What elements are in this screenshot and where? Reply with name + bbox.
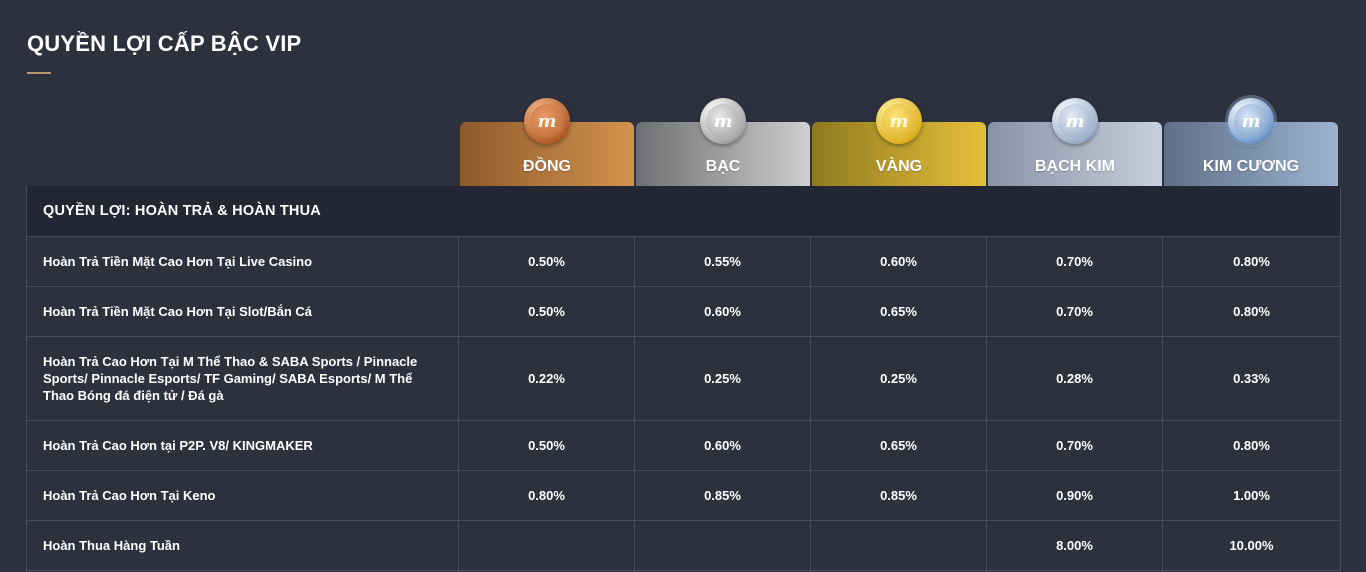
value-platinum: 0.70% [987,287,1163,336]
table-row: Hoàn Thua Hàng Tuần 8.00% 10.00% [27,521,1340,571]
silver-medal-icon: m [700,98,746,144]
tier-label-gold: VÀNG [875,158,923,175]
value-platinum: 0.28% [987,337,1163,420]
value-silver: 0.60% [635,287,811,336]
vip-tier-header: ĐỒNG m BẠC m VÀNG m BẠCH KIM m KIM CƯƠNG… [0,98,1366,186]
diamond-medal-icon: m [1228,98,1274,144]
table-row: Hoàn Trả Tiền Mặt Cao Hơn Tại Live Casin… [27,237,1340,287]
page-title: QUYỀN LỢI CẤP BẬC VIP [27,31,302,56]
row-label: Hoàn Trả Tiền Mặt Cao Hơn Tại Slot/Bắn C… [27,287,459,336]
table-row: Hoàn Trả Cao Hơn Tại M Thể Thao & SABA S… [27,337,1340,421]
value-bronze: 0.50% [459,421,635,470]
row-label: Hoàn Trả Tiền Mặt Cao Hơn Tại Live Casin… [27,237,459,286]
benefits-table: QUYỀN LỢI: HOÀN TRẢ & HOÀN THUA Hoàn Trả… [26,186,1341,572]
medal-glyph: m [1234,104,1268,138]
value-silver [635,521,811,570]
table-row: Hoàn Trả Cao Hơn tại P2P. V8/ KINGMAKER … [27,421,1340,471]
value-gold: 0.25% [811,337,987,420]
value-bronze [459,521,635,570]
value-platinum: 0.70% [987,237,1163,286]
bronze-medal-icon: m [524,98,570,144]
tier-column-diamond: KIM CƯƠNG [1164,122,1338,186]
row-label: Hoàn Trả Cao Hơn Tại Keno [27,471,459,520]
value-diamond: 10.00% [1229,538,1274,553]
value-bronze: 0.80% [459,471,635,520]
medal-glyph: m [1058,104,1092,138]
value-gold: 0.65% [811,421,987,470]
value-bronze: 0.22% [459,337,635,420]
value-bronze: 0.50% [459,287,635,336]
row-label: Hoàn Thua Hàng Tuần [27,521,459,570]
value-silver: 0.25% [635,337,811,420]
gold-medal-icon: m [876,98,922,144]
title-underline [27,72,51,74]
tier-column-platinum: BẠCH KIM [988,122,1162,186]
value-diamond: 0.80% [1233,304,1270,319]
value-bronze: 0.50% [459,237,635,286]
tier-label-platinum: BẠCH KIM [1035,158,1115,175]
value-diamond: 0.80% [1233,254,1270,269]
medal-glyph: m [882,104,916,138]
value-gold: 0.60% [811,237,987,286]
tier-label-silver: BẠC [705,158,741,175]
value-gold [811,521,987,570]
medal-glyph: m [706,104,740,138]
row-label: Hoàn Trả Cao Hơn Tại M Thể Thao & SABA S… [27,337,459,420]
value-gold: 0.65% [811,287,987,336]
table-row: Hoàn Trả Tiền Mặt Cao Hơn Tại Slot/Bắn C… [27,287,1340,337]
value-silver: 0.55% [635,237,811,286]
value-diamond: 1.00% [1233,488,1270,503]
table-row: Hoàn Trả Cao Hơn Tại Keno 0.80% 0.85% 0.… [27,471,1340,521]
tier-label-bronze: ĐỒNG [523,158,571,175]
tier-column-gold: VÀNG [812,122,986,186]
value-diamond: 0.80% [1233,438,1270,453]
section-header: QUYỀN LỢI: HOÀN TRẢ & HOÀN THUA [27,186,1340,237]
row-label: Hoàn Trả Cao Hơn tại P2P. V8/ KINGMAKER [27,421,459,470]
value-platinum: 8.00% [987,521,1163,570]
value-silver: 0.60% [635,421,811,470]
tier-label-diamond: KIM CƯƠNG [1202,158,1300,175]
value-diamond: 0.33% [1233,371,1270,386]
value-gold: 0.85% [811,471,987,520]
value-platinum: 0.70% [987,421,1163,470]
medal-glyph: m [530,104,564,138]
value-silver: 0.85% [635,471,811,520]
platinum-medal-icon: m [1052,98,1098,144]
value-platinum: 0.90% [987,471,1163,520]
